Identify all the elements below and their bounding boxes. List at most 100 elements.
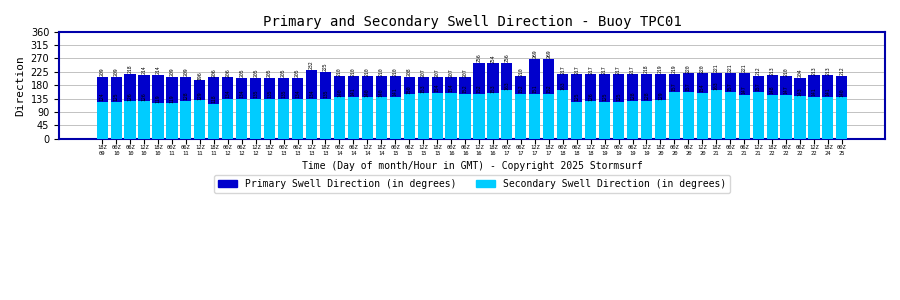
Text: 119: 119 xyxy=(169,94,175,103)
Bar xyxy=(529,94,540,139)
Bar xyxy=(516,94,526,139)
Text: 153: 153 xyxy=(491,84,495,93)
Text: 129: 129 xyxy=(197,91,202,100)
Bar xyxy=(641,74,652,139)
Text: 152: 152 xyxy=(463,84,467,93)
Text: 152: 152 xyxy=(518,84,524,93)
Text: 214: 214 xyxy=(156,66,160,74)
Text: 152: 152 xyxy=(476,84,482,93)
Bar xyxy=(236,78,248,139)
Bar xyxy=(111,76,122,139)
Bar xyxy=(683,92,694,139)
Bar xyxy=(460,94,471,139)
Text: 150: 150 xyxy=(407,85,411,94)
Bar xyxy=(250,99,261,139)
Text: 225: 225 xyxy=(323,63,328,71)
Text: 209: 209 xyxy=(100,67,104,76)
Bar xyxy=(795,96,806,139)
Text: 213: 213 xyxy=(825,66,831,75)
Bar xyxy=(544,94,554,139)
Bar xyxy=(767,95,778,139)
Legend: Primary Swell Direction (in degrees), Secondary Swell Direction (in degrees): Primary Swell Direction (in degrees), Se… xyxy=(214,175,730,193)
Text: 213: 213 xyxy=(812,66,816,75)
Text: 124: 124 xyxy=(100,93,104,101)
Text: 128: 128 xyxy=(184,92,188,100)
Bar xyxy=(334,76,345,139)
Bar xyxy=(739,73,750,139)
Bar xyxy=(403,94,415,139)
Bar xyxy=(697,73,708,139)
Text: 210: 210 xyxy=(351,67,356,76)
Bar xyxy=(808,75,820,139)
Bar xyxy=(111,102,122,139)
Bar xyxy=(544,59,554,139)
Text: 147: 147 xyxy=(742,86,747,94)
Bar xyxy=(96,102,108,139)
Bar xyxy=(655,74,666,139)
Text: 209: 209 xyxy=(113,67,119,76)
Bar xyxy=(390,97,400,139)
X-axis label: Time (Day of month/Hour in GMT) - Copyright 2025 Stormsurf: Time (Day of month/Hour in GMT) - Copyri… xyxy=(302,161,643,171)
Text: 140: 140 xyxy=(337,88,342,97)
Bar xyxy=(292,78,303,139)
Text: 135: 135 xyxy=(253,89,258,98)
Text: 157: 157 xyxy=(672,83,677,92)
Text: 217: 217 xyxy=(574,65,580,74)
Bar xyxy=(599,74,610,139)
Text: 207: 207 xyxy=(420,68,426,76)
Text: 118: 118 xyxy=(212,94,216,103)
Text: 256: 256 xyxy=(476,53,482,62)
Text: 219: 219 xyxy=(658,64,663,73)
Bar xyxy=(836,97,848,139)
Text: 221: 221 xyxy=(728,64,733,72)
Text: 152: 152 xyxy=(546,84,552,93)
Bar xyxy=(488,93,499,139)
Text: 221: 221 xyxy=(714,64,719,72)
Bar xyxy=(278,99,289,139)
Text: 269: 269 xyxy=(532,50,537,58)
Text: 207: 207 xyxy=(463,68,467,76)
Bar xyxy=(208,77,220,139)
Bar xyxy=(139,75,149,139)
Text: 141: 141 xyxy=(812,88,816,96)
Bar xyxy=(683,73,694,139)
Text: 254: 254 xyxy=(491,54,495,62)
Text: 119: 119 xyxy=(156,94,160,103)
Text: 140: 140 xyxy=(840,88,844,97)
Text: 210: 210 xyxy=(337,67,342,76)
Bar xyxy=(724,73,736,139)
Bar xyxy=(139,101,149,139)
Text: 217: 217 xyxy=(588,65,593,74)
Text: 141: 141 xyxy=(351,88,356,96)
Text: 153: 153 xyxy=(420,84,426,93)
Text: 207: 207 xyxy=(435,68,439,76)
Bar xyxy=(418,77,428,139)
Text: 125: 125 xyxy=(602,92,608,101)
Bar xyxy=(431,93,443,139)
Text: 163: 163 xyxy=(560,81,565,90)
Text: 205: 205 xyxy=(253,68,258,77)
Bar xyxy=(795,78,806,139)
Bar xyxy=(501,90,512,139)
Text: 154: 154 xyxy=(435,84,439,92)
Bar xyxy=(724,92,736,139)
Bar xyxy=(488,63,499,139)
Text: 135: 135 xyxy=(281,89,286,98)
Bar xyxy=(375,97,387,139)
Text: 163: 163 xyxy=(714,81,719,90)
Text: 208: 208 xyxy=(407,68,411,76)
Bar xyxy=(767,75,778,139)
Text: 214: 214 xyxy=(141,66,147,74)
Bar xyxy=(390,76,400,139)
Text: 209: 209 xyxy=(184,67,188,76)
Text: 206: 206 xyxy=(225,68,230,77)
Bar xyxy=(585,74,596,139)
Text: 148: 148 xyxy=(770,85,775,94)
Bar xyxy=(166,103,177,139)
Bar xyxy=(362,97,373,139)
Bar xyxy=(180,101,192,139)
Bar xyxy=(222,77,233,139)
Bar xyxy=(613,102,624,139)
Bar xyxy=(836,76,848,139)
Bar xyxy=(501,62,512,139)
